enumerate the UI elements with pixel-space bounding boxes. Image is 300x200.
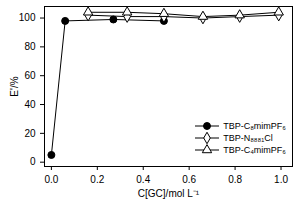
svg-text:20: 20 <box>24 128 36 139</box>
html-text:TBP-C₄mimPF₆: TBP-C₄mimPF₆ <box>223 145 286 155</box>
svg-text:0.2: 0.2 <box>90 174 104 185</box>
svg-text:0.8: 0.8 <box>228 174 242 185</box>
svg-text:80: 80 <box>24 41 36 52</box>
svg-text:E'/%: E'/% <box>9 76 20 96</box>
html-text:TBP-C₈mimPF₆: TBP-C₈mimPF₆ <box>223 121 286 131</box>
svg-text:40: 40 <box>24 99 36 110</box>
svg-text:0: 0 <box>30 156 36 167</box>
svg-text:100: 100 <box>19 12 36 23</box>
svg-text:0.6: 0.6 <box>182 174 196 185</box>
svg-text:C[GC]/mol L⁻¹: C[GC]/mol L⁻¹ <box>138 188 200 199</box>
svg-text:0.4: 0.4 <box>136 174 150 185</box>
svg-text:0.0: 0.0 <box>44 174 58 185</box>
html-text:TBP-N₈₈₈₁Cl: TBP-N₈₈₈₁Cl <box>223 133 273 143</box>
svg-text:1.0: 1.0 <box>274 174 288 185</box>
svg-text:60: 60 <box>24 70 36 81</box>
